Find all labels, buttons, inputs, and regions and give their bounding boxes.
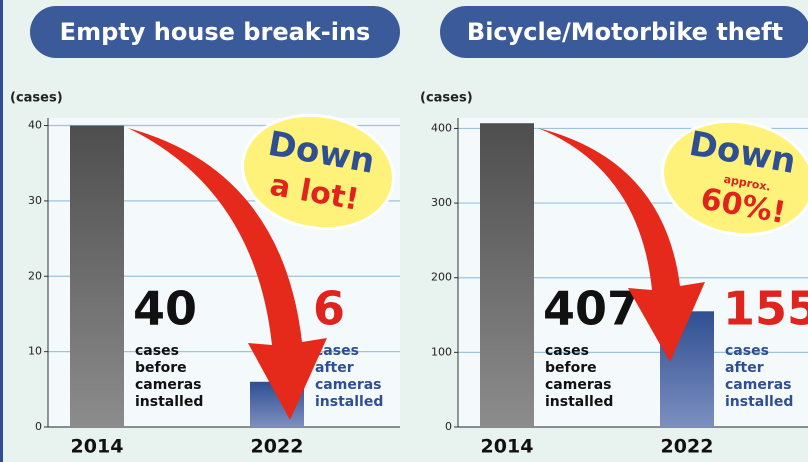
bar-note: cameras [135,377,202,393]
y-tick-label: 100 [431,345,452,358]
x-tick-label: 2014 [481,436,534,458]
bar-note: cases [135,343,179,359]
bar-note: before [545,360,597,376]
y-tick-label: 400 [431,121,452,134]
bar-note: cameras [315,377,382,393]
y-tick-label: 0 [445,420,452,433]
data-label: 407 [543,282,639,336]
y-tick-label: 0 [35,420,42,433]
bar-note: cases [545,343,589,359]
bar-note: before [135,360,187,376]
y-axis-label: (cases) [420,91,473,106]
bar-note: cases [725,343,769,359]
data-label: 40 [133,282,197,336]
chart-title: Empty house break-ins [60,18,371,46]
edge [0,0,3,462]
y-tick-label: 200 [431,271,452,284]
data-label: 155 [723,282,808,336]
bar-note: installed [545,394,613,410]
y-tick-label: 300 [431,196,452,209]
y-tick-label: 10 [28,345,42,358]
bar-note: installed [315,394,383,410]
chart-title: Bicycle/Motorbike theft [467,18,783,46]
bar-note: after [725,360,764,376]
bar-note: installed [725,394,793,410]
bar-note: after [315,360,354,376]
infographic: Empty house break-ins (cases) 0 10 20 30 40 201… [0,0,808,462]
bar-note: cameras [545,377,612,393]
y-tick-label: 40 [28,119,42,132]
y-axis-label: (cases) [10,91,63,106]
bar-note: installed [135,394,203,410]
x-tick-label: 2022 [251,436,304,458]
y-tick-label: 20 [28,269,42,282]
data-label: 6 [313,282,345,336]
bar [70,126,124,427]
x-tick-label: 2022 [661,436,714,458]
y-tick-label: 30 [28,194,42,207]
x-tick-label: 2014 [71,436,124,458]
bar-note: cameras [725,377,792,393]
bar [480,123,534,427]
